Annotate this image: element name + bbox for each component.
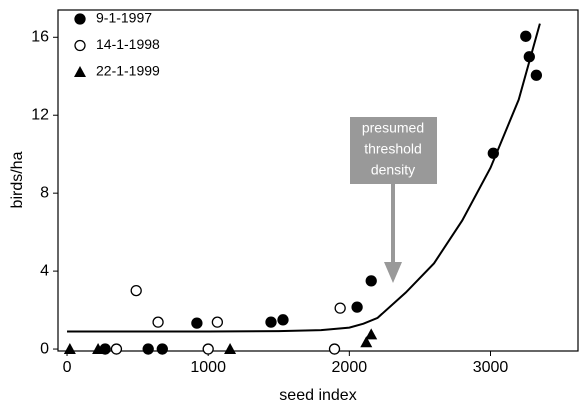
x-tick-label: 3000 (473, 359, 509, 376)
open-circle-marker (328, 343, 341, 355)
circle-marker (156, 343, 168, 355)
x-tick-label: 0 (63, 359, 72, 376)
circle-marker (277, 314, 289, 326)
legend-label: 22-1-1999 (96, 63, 160, 79)
open-circle-marker (202, 343, 214, 355)
annotation-arrowhead (384, 262, 402, 283)
circle-marker (487, 147, 499, 159)
annotation-text: threshold (364, 141, 422, 157)
legend-label: 9-1-1997 (96, 10, 152, 26)
x-tick-label: 1000 (190, 359, 226, 376)
triangle-marker (360, 336, 373, 348)
open-circle-marker (334, 302, 346, 314)
plot-frame (57, 9, 579, 352)
circle-marker (530, 69, 543, 81)
x-tick-label: 2000 (332, 359, 368, 376)
circle-marker (520, 30, 532, 42)
y-tick-label: 0 (40, 340, 49, 357)
legend-label: 14-1-1998 (96, 36, 160, 52)
fit-curve (67, 23, 541, 333)
open-circle-marker (152, 316, 164, 328)
y-tick-label: 8 (40, 184, 49, 201)
open-circle-marker (211, 316, 224, 328)
circle-marker (365, 275, 377, 287)
open-circle-marker (130, 284, 142, 297)
circle-marker (265, 316, 277, 328)
annotation: presumed threshold density (350, 117, 437, 283)
x-axis-label: seed index (279, 387, 356, 404)
annotation-text: density (371, 162, 415, 178)
circle-marker (74, 13, 86, 25)
triangle-marker (92, 343, 105, 355)
triangle-marker (63, 343, 76, 355)
circle-marker (351, 301, 363, 313)
triangle-marker (74, 66, 86, 77)
annotation-text: presumed (362, 120, 424, 136)
triangle-marker (224, 343, 237, 355)
annotation-box (350, 117, 437, 184)
triangle-marker (365, 328, 378, 340)
circle-marker (191, 317, 203, 329)
y-tick-label: 16 (31, 28, 49, 45)
y-tick-label: 12 (31, 106, 49, 123)
open-circle-marker (110, 343, 123, 355)
open-circle-marker (74, 39, 86, 52)
circle-marker (523, 51, 535, 63)
y-axis-label: birds/ha (9, 151, 26, 208)
circle-marker (142, 343, 154, 355)
y-tick-label: 4 (40, 262, 49, 279)
